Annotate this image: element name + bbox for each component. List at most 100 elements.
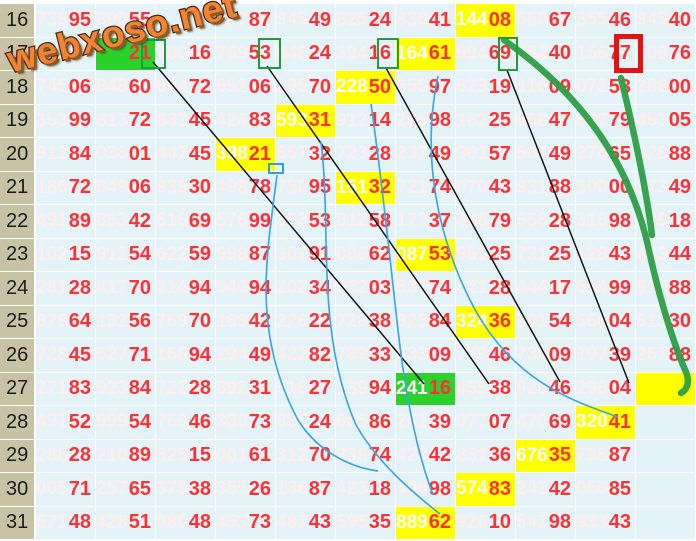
- cell-main-number: 16: [368, 42, 391, 65]
- cell-main-number: 87: [608, 444, 631, 467]
- cell-main-number: 18: [668, 209, 691, 232]
- cell-prefix-number: 878: [36, 310, 68, 332]
- cell-main-number: 84: [128, 377, 151, 400]
- grid-cell: 525 15: [156, 439, 216, 473]
- grid-cell: 537 74: [396, 272, 456, 306]
- grid-cell: 487 43: [276, 506, 336, 540]
- cell-main-number: 48: [188, 511, 211, 534]
- grid-cell: 497 52: [36, 406, 96, 440]
- cell-prefix-number: 655: [396, 76, 428, 98]
- grid-cell: 294 49: [216, 339, 276, 373]
- cell-main-number: 76: [668, 42, 691, 65]
- cell-prefix-number: 151: [336, 176, 368, 198]
- cell-main-number: 28: [68, 444, 91, 467]
- grid-cell: 999 54: [96, 406, 156, 440]
- grid-cell: 633 09: [396, 339, 456, 373]
- cell-main-number: 53: [428, 243, 451, 266]
- cell-main-number: 99: [248, 209, 271, 232]
- grid-cell: 274 65: [576, 138, 636, 172]
- cell-prefix-number: 945: [276, 9, 308, 31]
- cell-prefix-number: 813: [96, 109, 128, 131]
- cell-main-number: 15: [188, 444, 211, 467]
- grid-cell: 926 10: [456, 506, 516, 540]
- cell-main-number: 94: [188, 343, 211, 366]
- cell-prefix-number: 633: [396, 344, 428, 366]
- grid-cell: 571 48: [36, 506, 96, 540]
- cell-prefix-number: 780: [156, 42, 188, 64]
- row-label: 27: [0, 372, 36, 406]
- cell-prefix-number: 593: [276, 109, 308, 131]
- cell-prefix-number: 447: [156, 143, 188, 165]
- grid-cell: 050 85: [576, 473, 636, 507]
- cell-main-number: 00: [608, 176, 631, 199]
- grid-cell: 239 74: [336, 439, 396, 473]
- cell-main-number: 72: [128, 109, 151, 132]
- cell-prefix-number: 892: [216, 377, 248, 399]
- cell-main-number: 43: [308, 511, 331, 534]
- cell-main-number: 99: [68, 109, 91, 132]
- grid-cell: 254 40: [516, 37, 576, 71]
- cell-main-number: 53: [608, 75, 631, 98]
- cell-main-number: 24: [308, 410, 331, 433]
- cell-main-number: 83: [488, 477, 511, 500]
- grid-cell: 890 55: [96, 4, 156, 38]
- cell-prefix-number: 226: [276, 310, 308, 332]
- grid-cell: 077 07: [456, 406, 516, 440]
- grid-cell: 731 25: [516, 238, 576, 272]
- grid-cell: 932 03: [336, 272, 396, 306]
- cell-prefix-number: 324: [456, 310, 488, 332]
- cell-main-number: 85: [608, 477, 631, 500]
- cell-prefix-number: 931: [516, 176, 548, 198]
- cell-prefix-number: 438: [456, 210, 488, 232]
- cell-prefix-number: 836: [396, 9, 428, 31]
- cell-prefix-number: 237: [396, 143, 428, 165]
- cell-prefix-number: 566: [576, 310, 608, 332]
- grid-cell: 564 49: [516, 138, 576, 172]
- cell-prefix-number: 998: [216, 243, 248, 265]
- cell-prefix-number: 470: [516, 411, 548, 433]
- grid-cell: 449 18: [636, 205, 696, 239]
- row-label: 26: [0, 339, 36, 373]
- cell-main-number: 16: [428, 377, 451, 400]
- row-label: 23: [0, 238, 36, 272]
- grid-cell: 288 28: [36, 439, 96, 473]
- cell-prefix-number: 832: [156, 109, 188, 131]
- cell-main-number: 32: [308, 142, 331, 165]
- cell-prefix-number: 912: [336, 109, 368, 131]
- cell-prefix-number: 917: [636, 277, 668, 299]
- cell-main-number: 70: [188, 310, 211, 333]
- grid-cell: 836 41: [396, 4, 456, 38]
- cell-prefix-number: 202: [276, 277, 308, 299]
- cell-prefix-number: 261: [396, 411, 428, 433]
- cell-prefix-number: 730: [516, 344, 548, 366]
- grid-cell: 655 97: [396, 71, 456, 105]
- grid-cell: 769 46: [156, 406, 216, 440]
- cell-prefix-number: 595: [336, 511, 368, 533]
- cell-main-number: 45: [68, 343, 91, 366]
- grid-cell: 453 05: [636, 104, 696, 138]
- grid-cell: 398 21: [216, 138, 276, 172]
- cell-main-number: 46: [488, 343, 511, 366]
- cell-prefix-number: 564: [516, 143, 548, 165]
- row-label: 18: [0, 71, 36, 105]
- grid-cell: 946 94: [216, 272, 276, 306]
- cell-main-number: 74: [428, 176, 451, 199]
- grid-cell: 423 18: [336, 473, 396, 507]
- cell-main-number: 30: [188, 176, 211, 199]
- cell-main-number: 52: [68, 410, 91, 433]
- grid-cell: 780 16: [156, 37, 216, 71]
- cell-main-number: 35: [368, 511, 391, 534]
- cell-main-number: 69: [188, 209, 211, 232]
- grid-cell: 667 79: [576, 104, 636, 138]
- cell-main-number: 40: [668, 8, 691, 31]
- cell-prefix-number: 086: [336, 243, 368, 265]
- cell-main-number: 36: [488, 444, 511, 467]
- cell-main-number: 58: [368, 209, 391, 232]
- cell-prefix-number: 885: [276, 411, 308, 433]
- cell-prefix-number: 296: [576, 377, 608, 399]
- cell-main-number: 31: [308, 109, 331, 132]
- grid-cell: 848 60: [96, 71, 156, 105]
- grid-cell: 102 15: [36, 238, 96, 272]
- cell-prefix-number: 622: [156, 243, 188, 265]
